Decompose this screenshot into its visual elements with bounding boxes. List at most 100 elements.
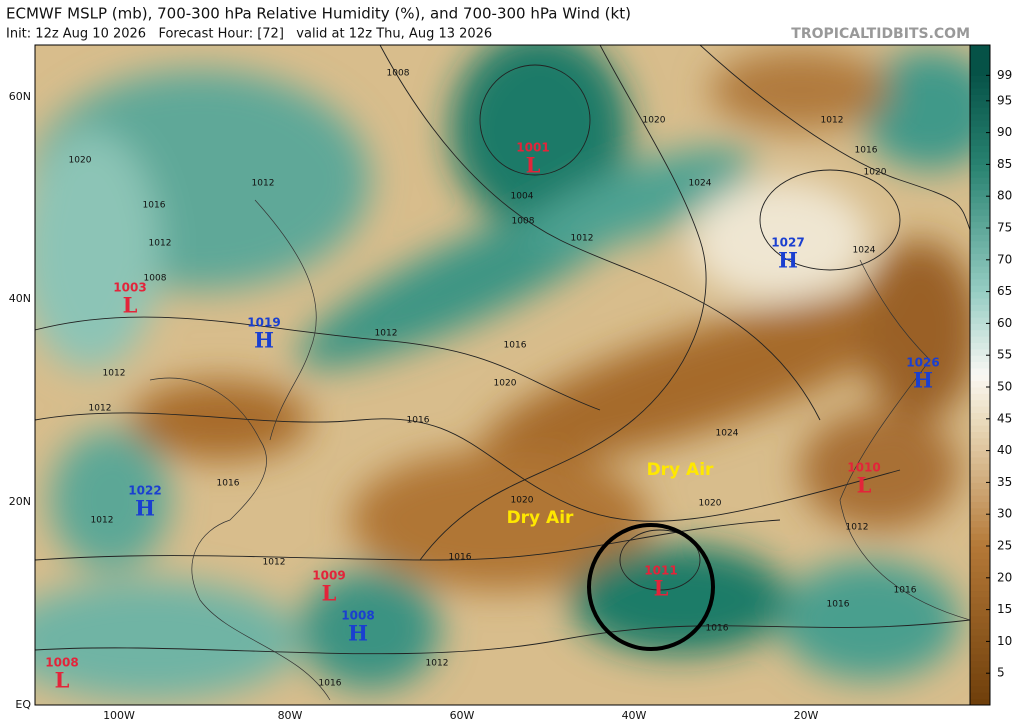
isobar-label: 1024: [689, 179, 712, 189]
isobar-label: 1012: [263, 558, 286, 568]
source: TROPICALTIDBITS.COM: [791, 26, 970, 42]
isobar-label: 1012: [571, 234, 594, 244]
colorbar-segment: [970, 533, 990, 541]
colorbar-segment: [970, 253, 990, 261]
isobar-label: 1020: [494, 379, 517, 389]
subtitle: Init: 12z Aug 10 2026 Forecast Hour: [72…: [6, 27, 492, 42]
isobar-label: 1016: [319, 679, 342, 689]
colorbar-segment: [970, 119, 990, 127]
colorbar-segment: [970, 666, 990, 674]
lat-label: EQ: [15, 698, 31, 711]
colorbar-label: 75: [997, 221, 1012, 235]
colorbar-segment: [970, 577, 990, 585]
colorbar-label: 25: [997, 539, 1012, 553]
colorbar-segment: [970, 107, 990, 115]
colorbar-segment: [970, 622, 990, 630]
isobar-label: 1024: [853, 246, 876, 256]
isobar-label: 1020: [864, 168, 887, 178]
colorbar-segment: [970, 463, 990, 471]
isobar-label: 1012: [846, 523, 869, 533]
lon-label: 100W: [103, 709, 135, 722]
colorbar-label: 85: [997, 157, 1012, 171]
colorbar-segment: [970, 418, 990, 426]
colorbar-segment: [970, 406, 990, 413]
colorbar-segment: [970, 278, 990, 286]
colorbar-segment: [970, 361, 990, 369]
colorbar-segment: [970, 348, 990, 356]
colorbar-segment: [970, 476, 990, 483]
colorbar-segment: [970, 603, 990, 611]
isobar-label: 1008: [512, 217, 535, 227]
colorbar-frame: [969, 44, 991, 706]
pressure-value: 1001: [516, 141, 549, 155]
colorbar-segment: [970, 126, 990, 134]
colorbar-segment: [970, 698, 990, 706]
pressure-value: 1010: [847, 461, 880, 475]
isobar-label: 1012: [375, 329, 398, 339]
colorbar-segment: [970, 539, 990, 547]
colorbar-segment: [970, 546, 990, 553]
colorbar-segment: [970, 266, 990, 274]
colorbar-segment: [970, 259, 990, 267]
isobar-label: 1008: [144, 274, 167, 284]
colorbar-segment: [970, 183, 990, 191]
colorbar-segment: [970, 609, 990, 617]
colorbar-label: 99: [997, 68, 1012, 82]
pressure-symbol: H: [778, 248, 798, 273]
isobar-label: 1016: [504, 341, 527, 351]
colorbar-segment: [970, 45, 990, 76]
colorbar-segment: [970, 596, 990, 604]
colorbar-segment: [970, 393, 990, 401]
colorbar-segment: [970, 323, 990, 331]
axes: 60N 40N 20N EQ 100W 80W 60W 40W 20W: [9, 90, 819, 722]
colorbar-segment: [970, 647, 990, 655]
isobars: [35, 45, 970, 655]
isobar-label: 1012: [103, 369, 126, 379]
colorbar-segment: [970, 380, 990, 388]
lon-label: 60W: [450, 709, 475, 722]
colorbar-segment: [970, 291, 990, 299]
colorbar-segment: [970, 558, 990, 566]
pressure-symbol: L: [123, 293, 138, 318]
isobar-label: 1020: [699, 499, 722, 509]
colorbar-segment: [970, 177, 990, 184]
colorbar-segment: [970, 297, 990, 305]
colorbar-segment: [970, 317, 990, 324]
highlight-circle: [587, 523, 715, 651]
colorbar-segment: [970, 132, 990, 140]
colorbar-segment: [970, 679, 990, 687]
colorbar-label: 20: [997, 570, 1012, 584]
colorbar-label: 70: [997, 252, 1012, 266]
colorbar-segment: [970, 145, 990, 153]
colorbar-segment: [970, 660, 990, 668]
colorbar-segment: [970, 151, 990, 159]
colorbar-segment: [970, 520, 990, 528]
colorbar-segment: [970, 425, 990, 433]
colorbar-segment: [970, 355, 990, 363]
pressure-value: 1003: [113, 281, 146, 295]
colorbar-segment: [970, 501, 990, 509]
isobar-label: 1016: [407, 416, 430, 426]
pressure-value: 1009: [312, 569, 345, 583]
pressure-value: 1019: [247, 316, 280, 330]
colorbar-segment: [970, 170, 990, 178]
colorbar-segment: [970, 514, 990, 522]
colorbar-segment: [970, 615, 990, 623]
pressure-symbol: H: [135, 496, 155, 521]
colorbar-segment: [970, 113, 990, 121]
pressure-symbol: L: [526, 153, 541, 178]
lat-label: 40N: [9, 292, 31, 305]
lat-label: 20N: [9, 495, 31, 508]
isobar-label: 1012: [426, 659, 449, 669]
colorbar-segment: [970, 437, 990, 445]
colorbar-segment: [970, 88, 990, 95]
colorbar-label: 30: [997, 507, 1012, 521]
pressure-symbol: H: [913, 368, 933, 393]
colorbar-label: 90: [997, 125, 1012, 139]
isobar-label: 1016: [449, 553, 472, 563]
pressure-value: 1027: [771, 236, 804, 250]
colorbar-segment: [970, 272, 990, 280]
colorbar-segment: [970, 189, 990, 197]
colorbar-segment: [970, 635, 990, 642]
colorbar-label: 65: [997, 284, 1012, 298]
